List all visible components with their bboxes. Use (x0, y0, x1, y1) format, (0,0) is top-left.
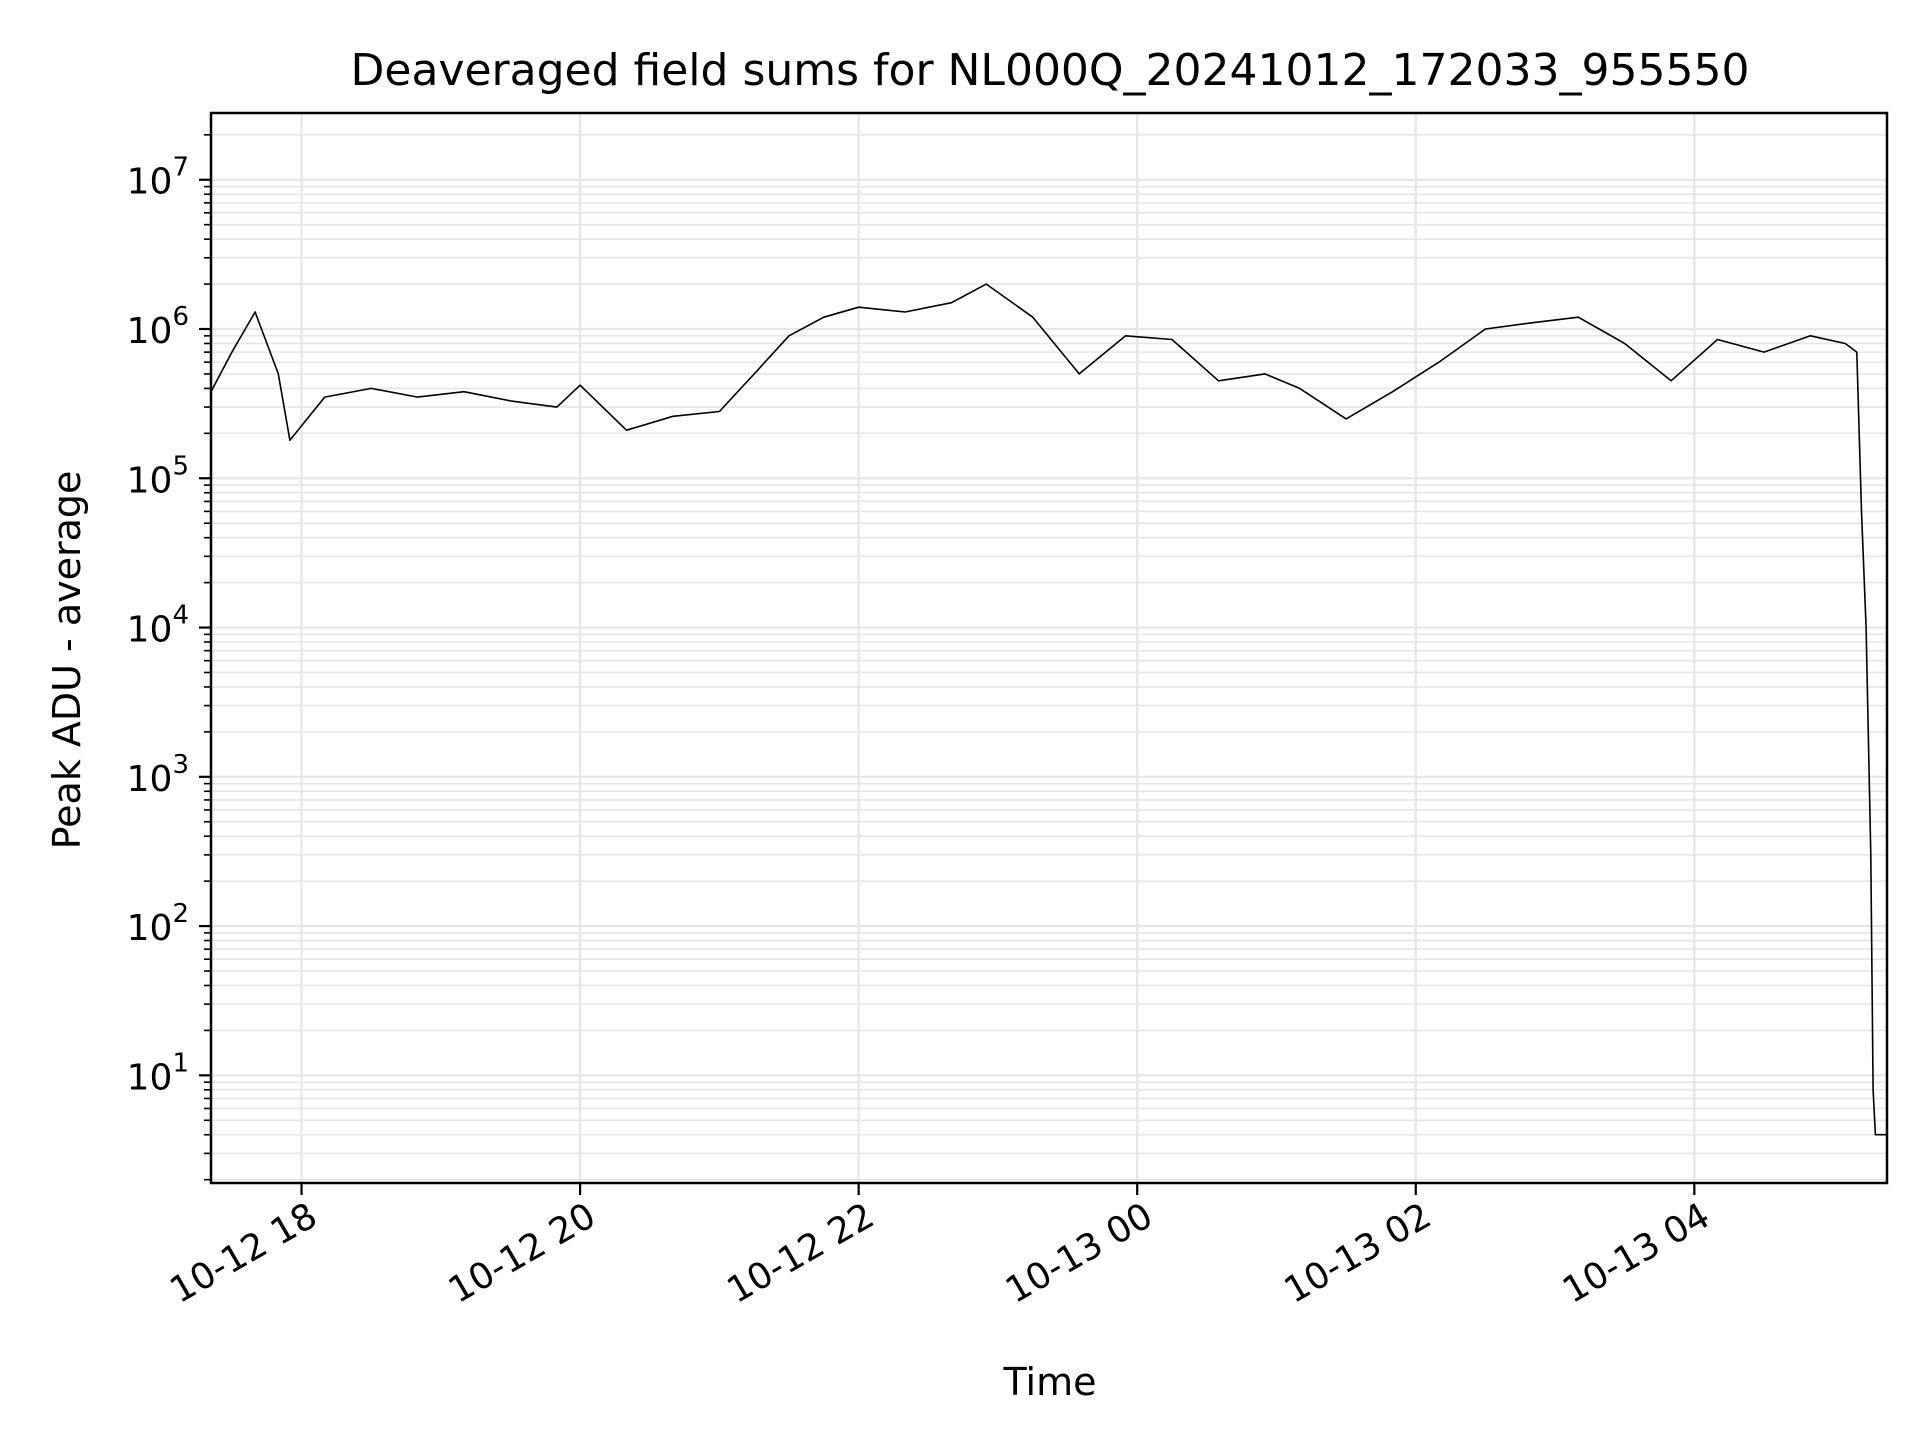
y-tick-label: 106 (127, 302, 189, 352)
y-axis-ticks: 101 102 103 104 105 106 107 (127, 134, 211, 1181)
y-tick-label: 104 (127, 601, 189, 651)
chart-title: Deaveraged field sums for NL000Q_2024101… (351, 45, 1750, 96)
y-tick-label: 105 (127, 451, 189, 501)
series-group (210, 283, 1887, 1136)
y-tick-label: 102 (127, 899, 189, 949)
grid-lines (211, 113, 1887, 1183)
y-tick-label: 107 (127, 153, 189, 203)
y-tick-label: 103 (127, 750, 189, 800)
plot-frame (209, 111, 1889, 1185)
y-tick-label: 101 (127, 1048, 189, 1098)
y-axis-label: Peak ADU - average (45, 471, 89, 850)
x-axis-label: Time (1003, 1360, 1097, 1404)
data-series-line (210, 283, 1887, 1136)
